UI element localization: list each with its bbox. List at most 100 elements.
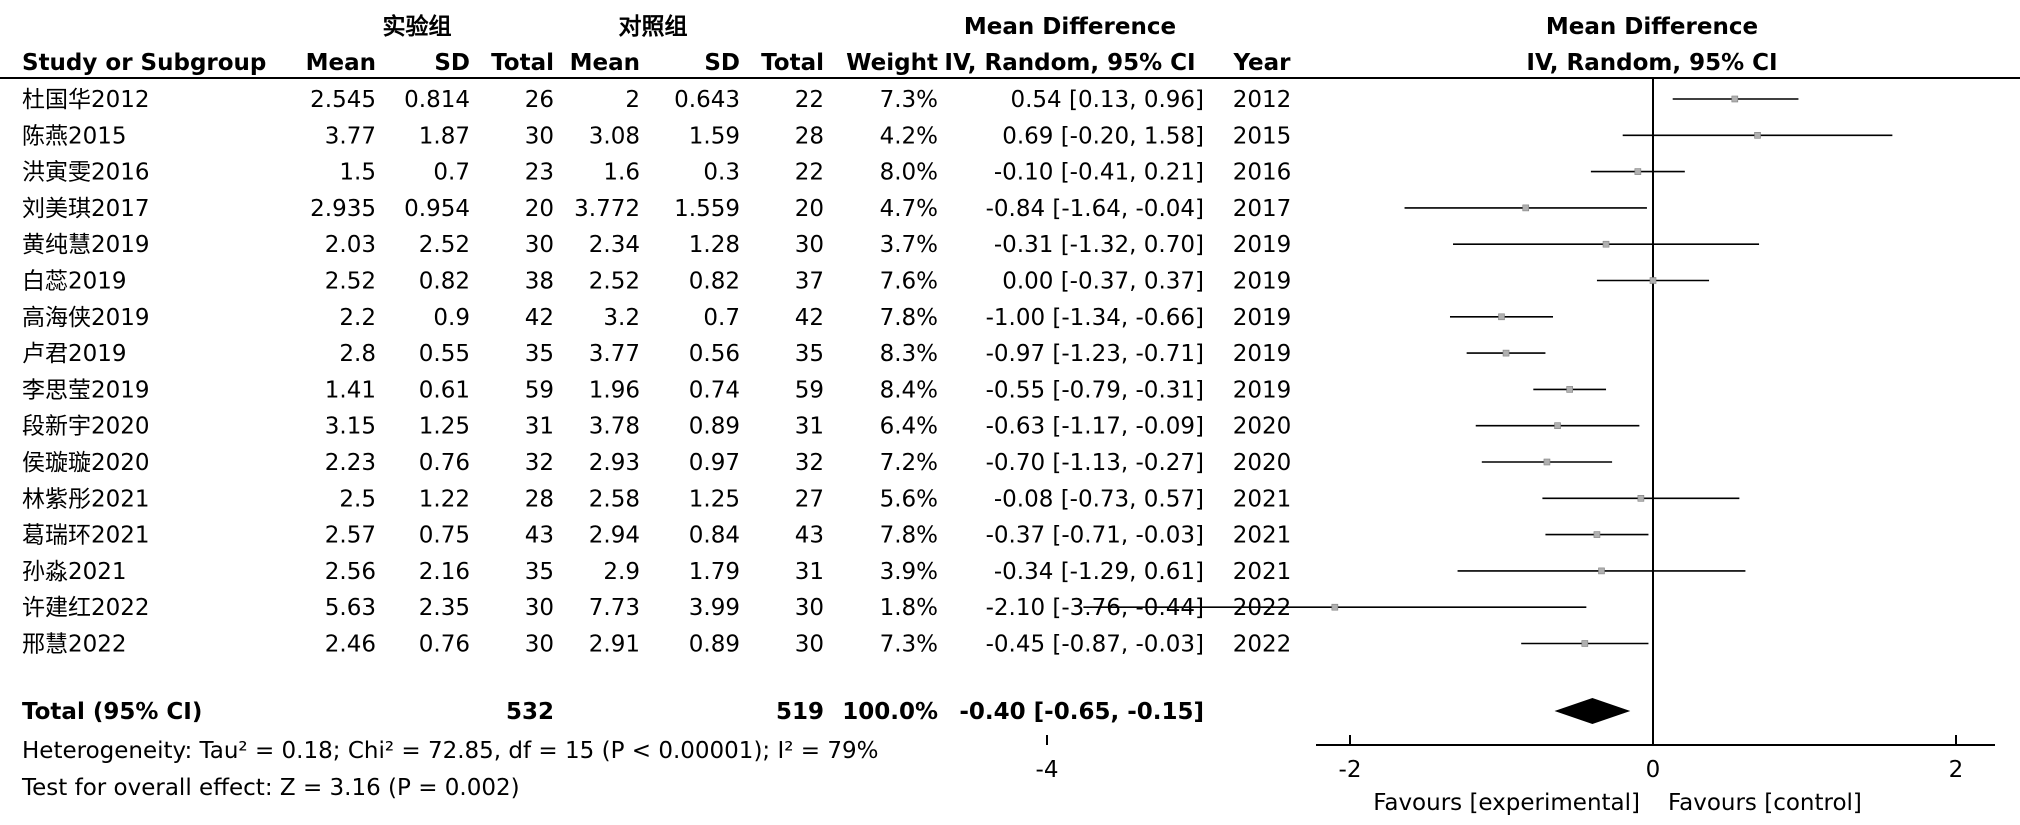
study-name: 葛瑞环2021 <box>22 523 150 549</box>
ctrl-mean: 3.772 <box>574 196 640 222</box>
year: 2019 <box>1233 269 1292 295</box>
exp-mean: 3.15 <box>325 414 376 440</box>
study-name: 高海侠2019 <box>22 305 150 331</box>
col-ctrl-sd-header: SD <box>704 50 740 76</box>
ctrl-sd: 0.97 <box>689 450 740 476</box>
study-name: 李思莹2019 <box>22 377 150 403</box>
exp-mean: 1.5 <box>339 160 376 186</box>
group-control-header: 对照组 <box>619 13 688 40</box>
year: 2015 <box>1233 123 1292 149</box>
weight: 1.8% <box>880 595 938 621</box>
ctrl-mean: 2.91 <box>589 632 640 658</box>
x-tick-label: -2 <box>1339 757 1362 783</box>
weight: 8.4% <box>880 377 938 403</box>
md-ci: -0.31 [-1.32, 0.70] <box>994 232 1204 258</box>
x-tick-label: 2 <box>1949 757 1964 783</box>
year: 2017 <box>1233 196 1292 222</box>
ctrl-total: 37 <box>795 269 824 295</box>
ctrl-sd: 3.99 <box>689 595 740 621</box>
md-ci: -0.97 [-1.23, -0.71] <box>986 341 1204 367</box>
ctrl-mean: 1.6 <box>603 160 640 186</box>
exp-total: 30 <box>525 123 554 149</box>
table-row: 孙淼2021 2.56 2.16 35 2.9 1.79 31 3.9% -0.34 [-1.2… <box>22 559 1291 585</box>
exp-mean: 2.545 <box>310 87 376 113</box>
ctrl-mean: 3.78 <box>589 414 640 440</box>
ctrl-mean: 2.58 <box>589 486 640 512</box>
weight: 4.2% <box>880 123 938 149</box>
weight: 7.8% <box>880 523 938 549</box>
col-study-header: Study or Subgroup <box>22 50 266 76</box>
exp-mean: 2.2 <box>339 305 376 331</box>
table-row: 刘美琪2017 2.935 0.954 20 3.772 1.559 20 4.7% -0.84… <box>22 196 1291 222</box>
ctrl-total: 32 <box>795 450 824 476</box>
ctrl-mean: 2.9 <box>603 559 640 585</box>
year: 2020 <box>1233 450 1292 476</box>
ctrl-sd: 1.559 <box>674 196 740 222</box>
point-estimate <box>1502 349 1510 357</box>
table-row: 段新宇2020 3.15 1.25 31 3.78 0.89 31 6.4% -0.63 [-1… <box>22 414 1291 440</box>
total-ci: -0.40 [-0.65, -0.15] <box>959 699 1204 725</box>
exp-mean: 2.23 <box>325 450 376 476</box>
ctrl-sd: 1.28 <box>689 232 740 258</box>
exp-total: 31 <box>525 414 554 440</box>
exp-total: 23 <box>525 160 554 186</box>
weight: 7.8% <box>880 305 938 331</box>
point-estimate <box>1554 422 1561 430</box>
year: 2022 <box>1233 595 1292 621</box>
ctrl-sd: 0.3 <box>703 160 740 186</box>
study-name: 洪寅雯2016 <box>22 160 150 186</box>
exp-total: 38 <box>525 269 554 295</box>
table-header: 实验组 对照组 Mean Difference Mean Difference … <box>0 13 2020 79</box>
year: 2019 <box>1233 232 1292 258</box>
table-row: 林紫彤2021 2.5 1.22 28 2.58 1.25 27 5.6% -0.08 [-0.… <box>22 486 1291 512</box>
overall-effect-text: Test for overall effect: Z = 3.16 (P = 0… <box>21 775 520 801</box>
point-estimate <box>1634 168 1642 175</box>
md-ci: -0.34 [-1.29, 0.61] <box>994 559 1204 585</box>
ctrl-total: 22 <box>795 160 824 186</box>
ctrl-mean: 2.94 <box>589 523 640 549</box>
table-row: 许建红2022 5.63 2.35 30 7.73 3.99 30 1.8% -2.10 [-3… <box>22 595 1291 621</box>
col-weight-header: Weight <box>846 50 938 76</box>
study-name: 邢慧2022 <box>22 632 127 658</box>
exp-total: 30 <box>525 632 554 658</box>
exp-total: 32 <box>525 450 554 476</box>
md-ci: 0.00 [-0.37, 0.37] <box>1002 269 1204 295</box>
md-ci: -0.08 [-0.73, 0.57] <box>994 486 1204 512</box>
ctrl-total: 42 <box>795 305 824 331</box>
exp-total: 30 <box>525 232 554 258</box>
table-row: 葛瑞环2021 2.57 0.75 43 2.94 0.84 43 7.8% -0.37 [-0… <box>22 523 1291 549</box>
overall-diamond <box>1554 698 1631 724</box>
weight: 7.3% <box>880 87 938 113</box>
exp-mean: 2.03 <box>325 232 376 258</box>
ctrl-total: 43 <box>795 523 824 549</box>
table-row: 白蕊2019 2.52 0.82 38 2.52 0.82 37 7.6% 0.00 [-0.3… <box>22 269 1291 295</box>
md-ci: -0.37 [-0.71, -0.03] <box>986 523 1204 549</box>
x-tick-label: 0 <box>1646 757 1661 783</box>
ctrl-total: 22 <box>795 87 824 113</box>
study-name: 孙淼2021 <box>22 559 127 585</box>
md-ci: -1.00 [-1.34, -0.66] <box>986 305 1204 331</box>
ctrl-total: 27 <box>795 486 824 512</box>
total-weight: 100.0% <box>842 699 938 725</box>
exp-mean: 3.77 <box>325 123 376 149</box>
exp-sd: 1.22 <box>419 486 470 512</box>
col-exp-mean-header: Mean <box>306 50 376 76</box>
ctrl-sd: 1.25 <box>689 486 740 512</box>
ctrl-mean: 3.08 <box>589 123 640 149</box>
table-row: 侯璇璇2020 2.23 0.76 32 2.93 0.97 32 7.2% -0.70 [-1… <box>22 450 1291 476</box>
study-name: 许建红2022 <box>22 595 150 621</box>
ctrl-mean: 2.34 <box>589 232 640 258</box>
ctrl-total: 59 <box>795 377 824 403</box>
ctrl-mean: 2 <box>625 87 640 113</box>
weight: 3.7% <box>880 232 938 258</box>
total-row: Total (95% CI) 532 519 100.0% -0.40 [-0.… <box>22 699 1204 725</box>
forest-plot-area: -4-2024Favours [experimental]Favours [co… <box>1036 78 1995 816</box>
exp-sd: 2.52 <box>419 232 470 258</box>
md-ci: -0.55 [-0.79, -0.31] <box>986 377 1204 403</box>
exp-total: 30 <box>525 595 554 621</box>
ctrl-sd: 0.56 <box>689 341 740 367</box>
year: 2019 <box>1233 341 1292 367</box>
exp-total: 59 <box>525 377 554 403</box>
weight: 7.2% <box>880 450 938 476</box>
ctrl-total: 28 <box>795 123 824 149</box>
